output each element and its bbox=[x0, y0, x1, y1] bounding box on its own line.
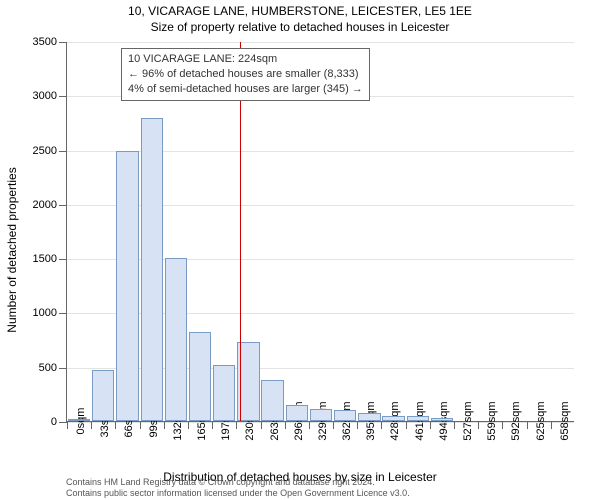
histogram-bar bbox=[165, 258, 187, 421]
x-tick-label: 0sqm bbox=[67, 408, 87, 435]
histogram-bar bbox=[334, 410, 356, 421]
x-tick-label: 362sqm bbox=[333, 401, 353, 440]
x-tick-label: 494sqm bbox=[430, 401, 450, 440]
histogram-bar bbox=[116, 151, 138, 421]
x-tick-label: 461sqm bbox=[406, 401, 426, 440]
x-tick-label: 329sqm bbox=[309, 401, 329, 440]
chart-container: 10, VICARAGE LANE, HUMBERSTONE, LEICESTE… bbox=[0, 0, 600, 500]
y-tick-label: 1000 bbox=[33, 307, 67, 319]
x-tick-label: 625sqm bbox=[527, 401, 547, 440]
x-tick-label: 559sqm bbox=[478, 401, 498, 440]
annotation-line-2: ← 96% of detached houses are smaller (8,… bbox=[128, 67, 363, 82]
x-tick-label: 395sqm bbox=[357, 401, 377, 440]
histogram-bar bbox=[407, 416, 429, 421]
chart-title-sub: Size of property relative to detached ho… bbox=[0, 20, 600, 34]
y-tick-label: 3500 bbox=[33, 36, 67, 48]
histogram-bar bbox=[261, 380, 283, 421]
histogram-bar bbox=[92, 370, 114, 421]
footer-attribution: Contains HM Land Registry data © Crown c… bbox=[66, 477, 410, 499]
histogram-bar bbox=[68, 419, 90, 421]
histogram-bar bbox=[141, 118, 163, 421]
histogram-bar bbox=[189, 332, 211, 421]
histogram-bar bbox=[286, 405, 308, 421]
histogram-bar bbox=[358, 413, 380, 421]
histogram-bar bbox=[382, 416, 404, 421]
grid-line bbox=[67, 42, 574, 43]
y-tick-label: 2500 bbox=[33, 145, 67, 157]
y-tick-label: 0 bbox=[51, 416, 67, 428]
y-tick-label: 2000 bbox=[33, 199, 67, 211]
annotation-box: 10 VICARAGE LANE: 224sqm← 96% of detache… bbox=[121, 48, 370, 101]
y-tick-label: 3000 bbox=[33, 90, 67, 102]
plot-area: 05001000150020002500300035000sqm33sqm66s… bbox=[66, 42, 574, 422]
annotation-line-1: 10 VICARAGE LANE: 224sqm bbox=[128, 52, 363, 67]
footer-line-1: Contains HM Land Registry data © Crown c… bbox=[66, 477, 410, 488]
annotation-line-3: 4% of semi-detached houses are larger (3… bbox=[128, 82, 363, 97]
footer-line-2: Contains public sector information licen… bbox=[66, 488, 410, 499]
histogram-bar bbox=[310, 409, 332, 421]
histogram-bar bbox=[431, 418, 453, 421]
x-tick-label: 428sqm bbox=[381, 401, 401, 440]
x-tick-label: 658sqm bbox=[551, 401, 571, 440]
y-tick-label: 1500 bbox=[33, 253, 67, 265]
x-tick-label: 592sqm bbox=[502, 401, 522, 440]
y-axis-label: Number of detached properties bbox=[5, 167, 19, 332]
x-tick-label: 527sqm bbox=[454, 401, 474, 440]
y-tick-label: 500 bbox=[39, 362, 67, 374]
chart-title-main: 10, VICARAGE LANE, HUMBERSTONE, LEICESTE… bbox=[0, 4, 600, 18]
histogram-bar bbox=[213, 365, 235, 421]
